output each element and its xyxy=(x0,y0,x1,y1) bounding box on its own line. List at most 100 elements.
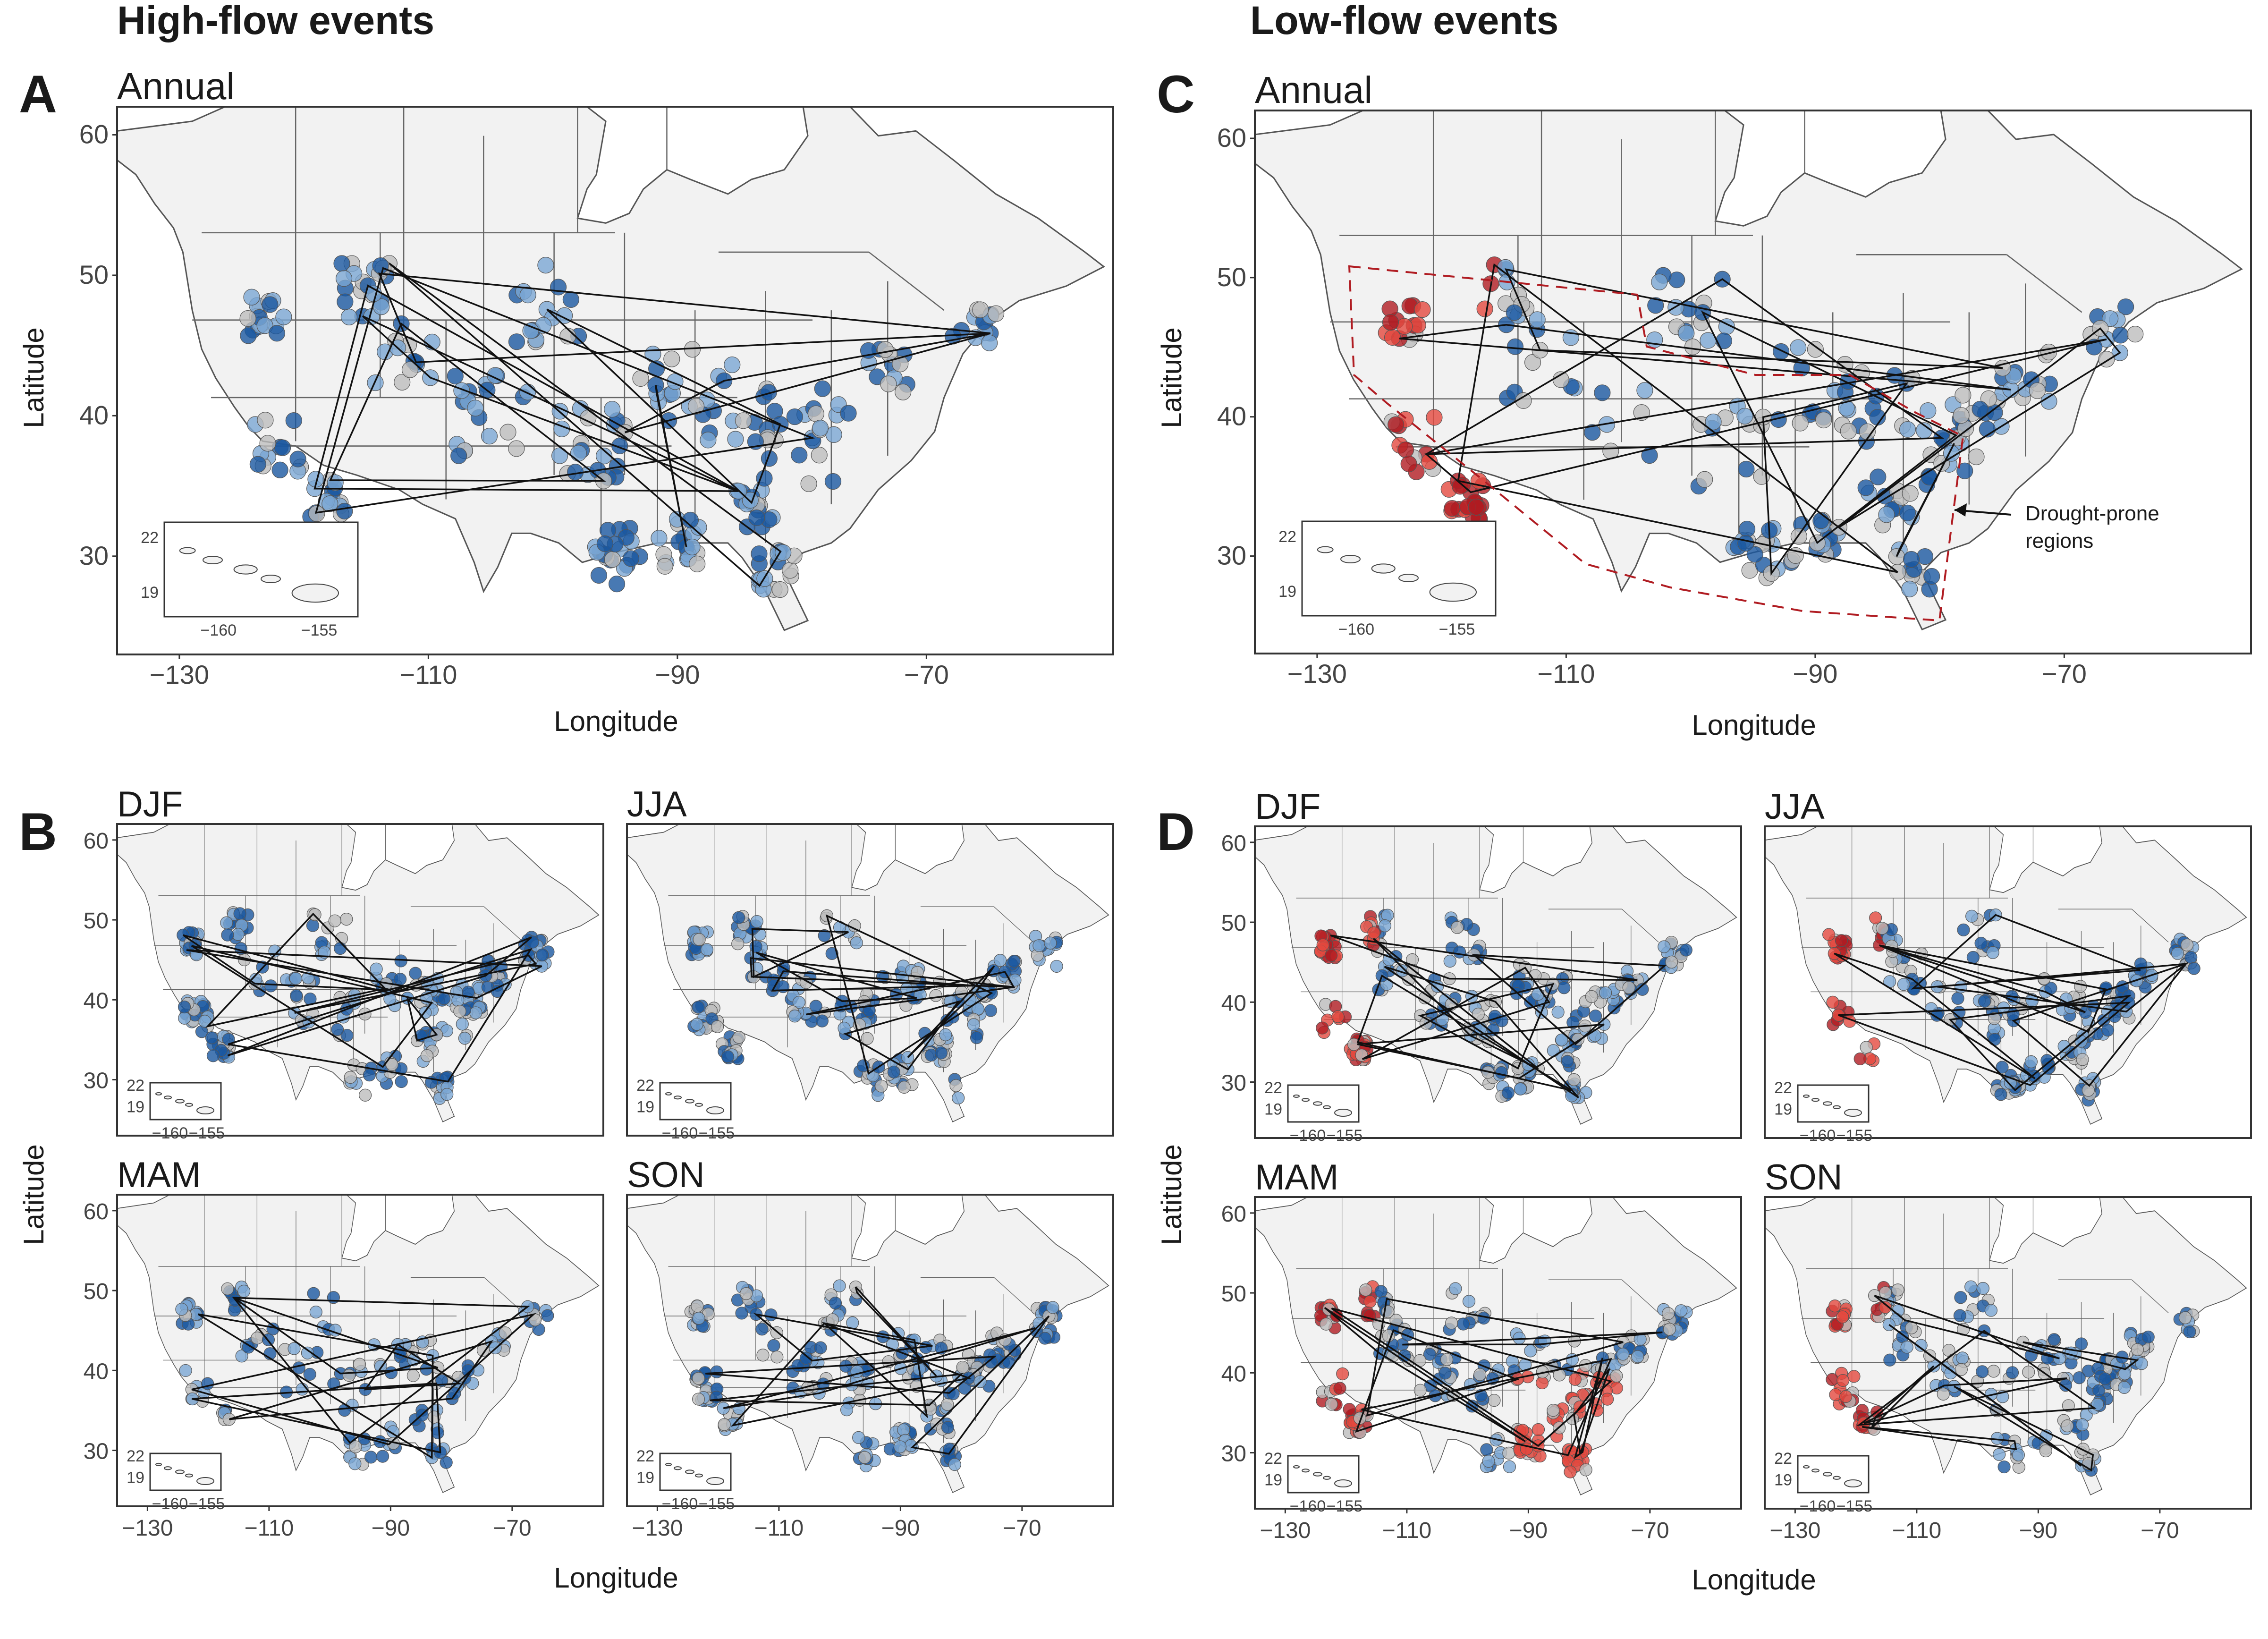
station-point xyxy=(206,1049,220,1062)
island-shape xyxy=(185,1103,193,1107)
station-point xyxy=(611,437,628,454)
cluster-links-D-mam xyxy=(1324,1298,1663,1460)
station-point xyxy=(751,545,768,562)
xtick-label: −130 xyxy=(1260,1518,1311,1543)
station-point xyxy=(2082,1084,2095,1097)
station-point xyxy=(1482,1454,1495,1468)
station-point xyxy=(2076,1418,2089,1431)
station-point xyxy=(499,1326,512,1340)
panel-title-C: Annual xyxy=(1255,69,1372,111)
station-point xyxy=(1815,411,1832,429)
island-shape xyxy=(1302,1469,1310,1473)
xtick-label: −90 xyxy=(881,1516,920,1541)
station-point xyxy=(394,954,407,968)
station-point xyxy=(1516,1424,1529,1437)
station-point xyxy=(775,544,792,561)
station-point xyxy=(450,447,467,464)
inset-ytick: 19 xyxy=(636,1469,654,1486)
station-point xyxy=(1976,1282,1989,1295)
station-point xyxy=(2099,1372,2112,1385)
station-point xyxy=(1378,919,1392,933)
cluster-link xyxy=(1954,1385,2094,1472)
ytick-label: 40 xyxy=(1221,991,1246,1016)
cluster-link xyxy=(624,332,991,433)
island-shape xyxy=(1340,555,1361,563)
station-point xyxy=(1320,1317,1333,1331)
xtick-label: −130 xyxy=(632,1516,683,1541)
station-point xyxy=(1955,1363,1968,1376)
ytick-label: 50 xyxy=(84,1279,109,1304)
cluster-link xyxy=(771,970,973,992)
inset-ytick: 19 xyxy=(127,1098,144,1116)
station-point xyxy=(508,440,525,457)
station-point xyxy=(1878,506,1895,523)
station-point xyxy=(453,382,470,399)
inset-frame xyxy=(1797,1084,1870,1123)
station-point xyxy=(948,1458,961,1471)
cluster-link xyxy=(1361,1358,1612,1456)
cluster-link xyxy=(910,1315,1050,1455)
station-point xyxy=(1847,1370,1861,1383)
station-point xyxy=(1535,1376,1549,1390)
station-point xyxy=(221,1282,234,1295)
xtick-label: −110 xyxy=(1382,1518,1432,1543)
station-point xyxy=(1996,1061,2009,1074)
cluster-link xyxy=(1879,944,2086,1013)
panel-letter-B: B xyxy=(19,802,57,861)
cluster-link xyxy=(191,1313,537,1445)
station-point xyxy=(2127,326,2144,343)
inset-frame xyxy=(149,1452,222,1491)
cluster-link xyxy=(1372,938,1539,1070)
station-point xyxy=(462,985,475,999)
station-point xyxy=(1589,1009,1602,1023)
island-shape xyxy=(1823,1101,1832,1106)
station-point xyxy=(306,919,320,932)
panel-D-djf: DJF 22 19 −160 −155 60 50 40 30 xyxy=(1221,787,1742,1145)
cluster-link xyxy=(1863,1377,2067,1424)
station-point xyxy=(721,1050,735,1063)
cluster-link xyxy=(228,948,533,1083)
station-point xyxy=(833,1279,846,1292)
station-point xyxy=(1994,1088,2007,1101)
ytick-label: 50 xyxy=(84,909,109,934)
cluster-link xyxy=(1856,1330,2097,1426)
station-point xyxy=(791,447,808,464)
cluster-link xyxy=(1330,934,1638,981)
station-point xyxy=(1930,1009,1944,1022)
xtick-label: −90 xyxy=(1509,1518,1548,1543)
station-point xyxy=(401,361,419,378)
station-point xyxy=(467,399,484,416)
inset-ytick: 22 xyxy=(1264,1079,1282,1097)
station-point xyxy=(1547,1044,1560,1057)
station-point xyxy=(551,447,568,464)
cluster-link xyxy=(1879,944,2107,1033)
station-point xyxy=(394,374,411,391)
xtick-label: −70 xyxy=(1631,1518,1669,1543)
inset-xtick: −160 xyxy=(1800,1497,1836,1515)
station-point xyxy=(656,558,673,575)
station-point xyxy=(599,522,617,539)
station-point xyxy=(1972,400,1989,418)
island-shape xyxy=(674,1095,682,1100)
station-point xyxy=(1675,1304,1688,1317)
cluster-links-B-mam xyxy=(191,1297,537,1460)
xlabel-top-right: Longitude xyxy=(1692,709,1816,741)
station-point xyxy=(1557,981,1571,994)
xtick-label: −130 xyxy=(122,1516,173,1541)
station-point xyxy=(1966,951,1980,964)
station-point xyxy=(340,308,357,326)
station-point xyxy=(274,439,291,456)
station-point xyxy=(221,928,234,942)
station-point xyxy=(1622,981,1635,994)
inset-xtick: −155 xyxy=(1836,1497,1873,1515)
panel-D-mam: MAM 22 19 −160 −155 60 50 40 30 −130 −110 −90 −70 xyxy=(1221,1157,1742,1543)
island-shape xyxy=(179,547,196,554)
inset-xtick: −160 xyxy=(152,1495,188,1513)
station-point xyxy=(1997,1460,2011,1474)
station-point xyxy=(711,1020,724,1033)
station-point xyxy=(178,1011,191,1025)
station-point xyxy=(1840,423,1857,440)
cluster-link xyxy=(1911,914,2141,990)
